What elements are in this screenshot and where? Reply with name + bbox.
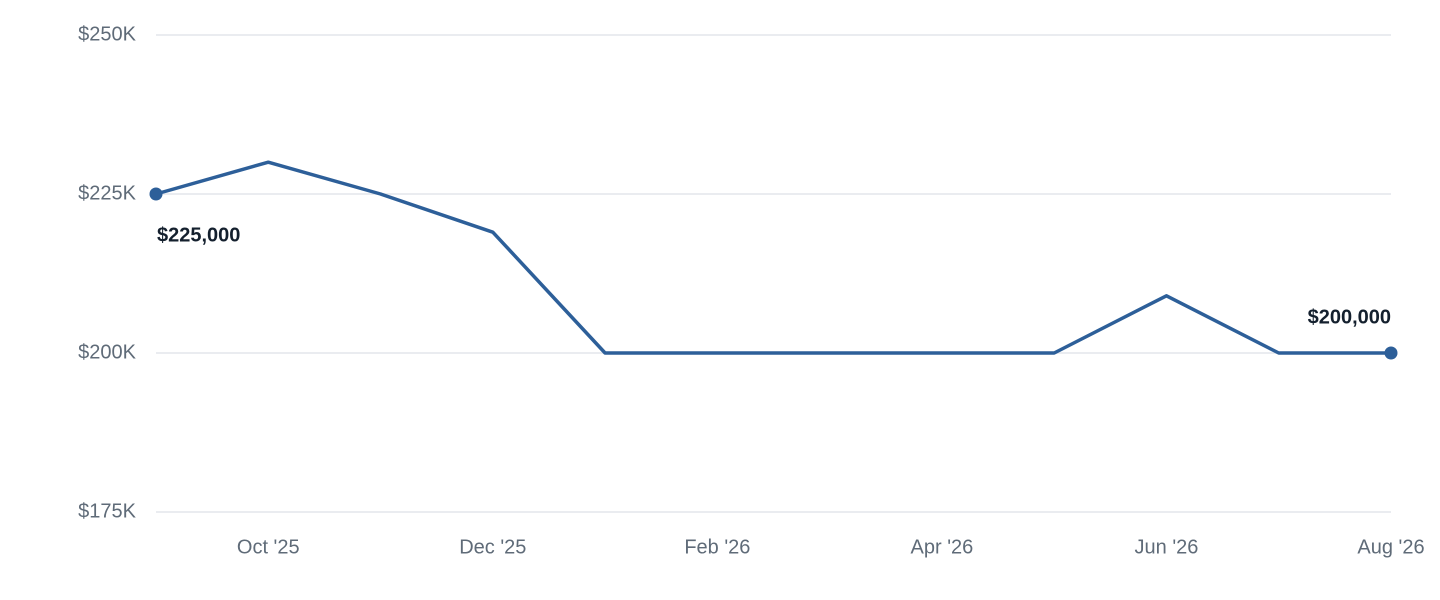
value-label: $225,000 — [157, 224, 240, 246]
y-tick-label: $250K — [78, 23, 136, 45]
x-tick-label: Jun '26 — [1135, 536, 1199, 558]
y-tick-label: $175K — [78, 500, 136, 522]
value-label: $200,000 — [1308, 306, 1391, 328]
y-tick-label: $225K — [78, 182, 136, 204]
y-tick-label: $200K — [78, 341, 136, 363]
x-tick-label: Feb '26 — [684, 536, 750, 558]
data-line — [155, 160, 1391, 355]
point-marker — [1384, 346, 1398, 360]
point-marker — [149, 187, 163, 201]
x-tick-label: Dec '25 — [459, 536, 526, 558]
x-tick-label: Oct '25 — [237, 536, 300, 558]
x-tick-label: Apr '26 — [911, 536, 974, 558]
x-tick-label: Aug '26 — [1357, 536, 1424, 558]
